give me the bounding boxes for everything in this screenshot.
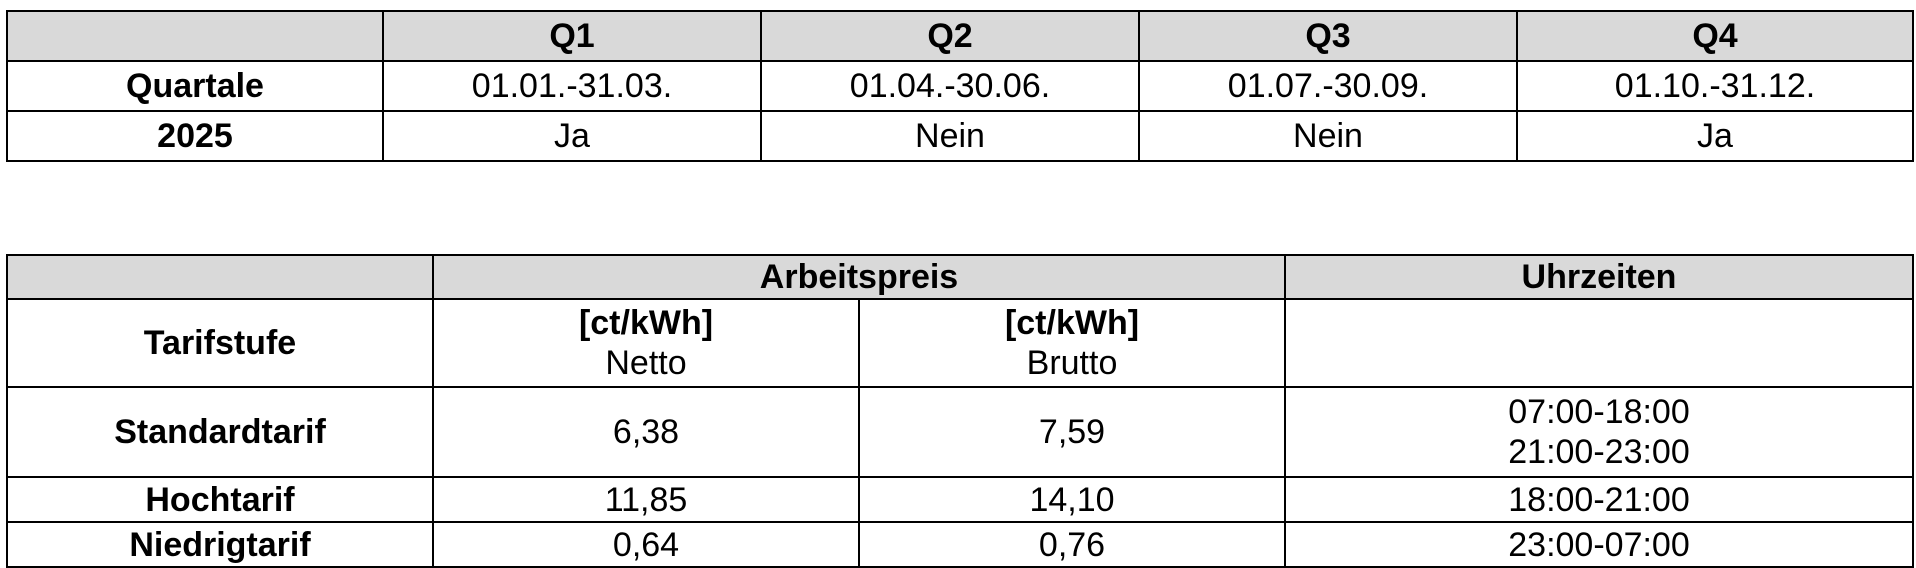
- quarters-header-row: Q1 Q2 Q3 Q4: [6, 10, 1914, 62]
- quarters-header-corner: [6, 10, 384, 62]
- tariff-brutto-niedrig: 0,76: [858, 521, 1286, 568]
- table-row: Standardtarif 6,38 7,59 07:00-18:00 21:0…: [6, 386, 1914, 478]
- tariff-netto-standard: 6,38: [432, 386, 860, 478]
- table-row: Niedrigtarif 0,64 0,76 23:00-07:00: [6, 521, 1914, 568]
- brutto-unit: [ct/kWh]: [1004, 304, 1140, 342]
- quarter-flag-q2: Nein: [760, 110, 1140, 162]
- quarter-range-q2: 01.04.-30.06.: [760, 60, 1140, 112]
- tariff-times-standard: 07:00-18:00 21:00-23:00: [1284, 386, 1914, 478]
- tariff-times-niedrig: 23:00-07:00: [1284, 521, 1914, 568]
- row-label-year: 2025: [6, 110, 384, 162]
- time-range: 23:00-07:00: [1508, 525, 1690, 564]
- quarter-header-q4: Q4: [1516, 10, 1914, 62]
- tariff-times-hoch: 18:00-21:00: [1284, 476, 1914, 523]
- arbeitspreis-header: Arbeitspreis: [432, 254, 1286, 300]
- time-range: 18:00-21:00: [1508, 480, 1690, 519]
- quarter-range-q3: 01.07.-30.09.: [1138, 60, 1518, 112]
- uhrzeiten-header: Uhrzeiten: [1284, 254, 1914, 300]
- netto-header-cell: [ct/kWh] Netto: [432, 298, 860, 388]
- quarters-table: Q1 Q2 Q3 Q4 Quartale 01.01.-31.03. 01.04…: [6, 10, 1914, 162]
- tariff-brutto-standard: 7,59: [858, 386, 1286, 478]
- tariff-subheader-row: Tarifstufe [ct/kWh] Netto [ct/kWh] Brutt…: [6, 298, 1914, 388]
- table-row: Quartale 01.01.-31.03. 01.04.-30.06. 01.…: [6, 60, 1914, 112]
- tariff-brutto-hoch: 14,10: [858, 476, 1286, 523]
- tariff-table: Arbeitspreis Uhrzeiten Tarifstufe [ct/kW…: [6, 254, 1914, 568]
- table-row: 2025 Ja Nein Nein Ja: [6, 110, 1914, 162]
- tariff-netto-hoch: 11,85: [432, 476, 860, 523]
- table-row: Hochtarif 11,85 14,10 18:00-21:00: [6, 476, 1914, 523]
- quarter-flag-q1: Ja: [382, 110, 762, 162]
- row-label-quartale: Quartale: [6, 60, 384, 112]
- quarter-header-q3: Q3: [1138, 10, 1518, 62]
- tariff-name-hoch: Hochtarif: [6, 476, 434, 523]
- tariff-header-row: Arbeitspreis Uhrzeiten: [6, 254, 1914, 300]
- tariff-name-standard: Standardtarif: [6, 386, 434, 478]
- brutto-label: Brutto: [1026, 344, 1118, 382]
- tariff-netto-niedrig: 0,64: [432, 521, 860, 568]
- tarifstufe-label: Tarifstufe: [6, 298, 434, 388]
- tariff-header-corner: [6, 254, 434, 300]
- quarter-flag-q4: Ja: [1516, 110, 1914, 162]
- time-range: 21:00-23:00: [1508, 433, 1690, 471]
- uhrzeiten-subheader-blank: [1284, 298, 1914, 388]
- netto-unit: [ct/kWh]: [578, 304, 714, 342]
- brutto-header-cell: [ct/kWh] Brutto: [858, 298, 1286, 388]
- time-range: 07:00-18:00: [1508, 393, 1690, 431]
- quarter-flag-q3: Nein: [1138, 110, 1518, 162]
- tariff-name-niedrig: Niedrigtarif: [6, 521, 434, 568]
- quarter-range-q1: 01.01.-31.03.: [382, 60, 762, 112]
- quarter-range-q4: 01.10.-31.12.: [1516, 60, 1914, 112]
- quarter-header-q1: Q1: [382, 10, 762, 62]
- netto-label: Netto: [605, 344, 687, 382]
- quarter-header-q2: Q2: [760, 10, 1140, 62]
